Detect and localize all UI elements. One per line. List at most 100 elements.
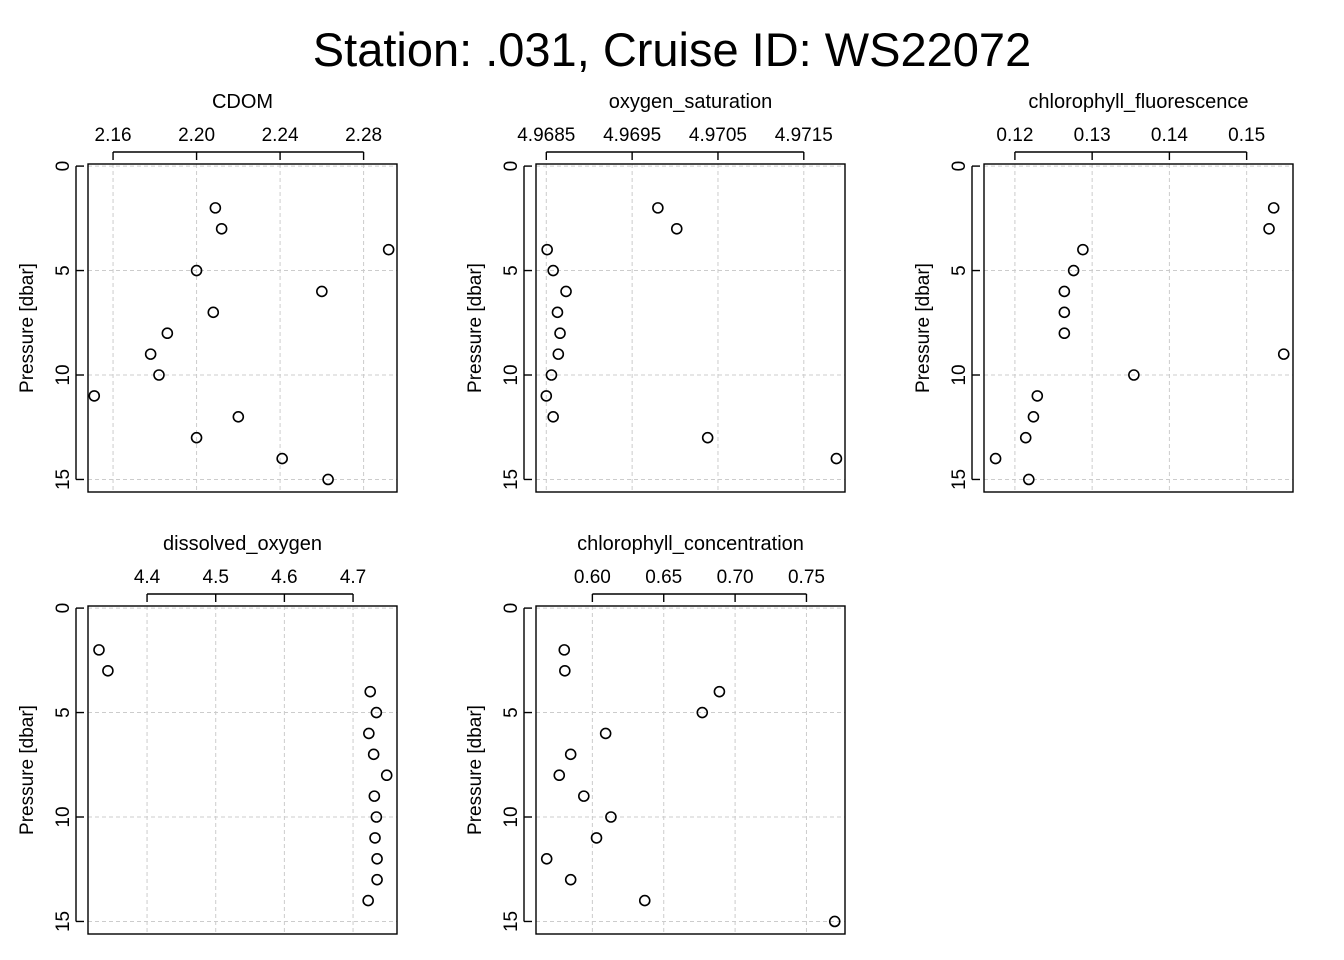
data-point xyxy=(1128,369,1140,381)
data-point xyxy=(670,222,683,235)
y-tick-label: 15 xyxy=(53,911,74,932)
x-tick-label: 4.7 xyxy=(340,567,366,588)
plot-frame xyxy=(87,605,398,935)
y-axis-label: Pressure [dbar] xyxy=(17,263,38,393)
panel-title: chlorophyll_fluorescence xyxy=(1028,91,1248,113)
y-tick-label: 0 xyxy=(501,603,522,614)
plot-frame xyxy=(535,605,846,935)
data-point xyxy=(93,644,105,656)
data-point xyxy=(276,452,288,465)
data-point xyxy=(370,706,383,719)
data-point xyxy=(578,790,590,802)
x-tick-label: 0.75 xyxy=(788,567,825,588)
y-tick-label: 10 xyxy=(501,364,522,385)
y-tick-label: 0 xyxy=(53,161,74,172)
plot-frame xyxy=(983,163,1294,493)
y-tick-label: 15 xyxy=(949,469,970,490)
data-point xyxy=(102,664,114,677)
data-point xyxy=(558,644,571,656)
y-tick-label: 15 xyxy=(53,469,74,490)
data-point xyxy=(1067,264,1080,277)
x-tick-label: 4.9695 xyxy=(603,125,661,146)
data-point xyxy=(1023,473,1035,486)
data-point xyxy=(367,748,380,761)
data-point xyxy=(540,390,553,402)
data-point xyxy=(371,873,383,886)
data-point xyxy=(370,811,383,823)
data-point xyxy=(652,202,664,214)
data-point xyxy=(316,285,328,298)
y-tick-label: 0 xyxy=(53,603,74,614)
data-point xyxy=(1031,390,1044,402)
data-point xyxy=(190,264,203,277)
data-point xyxy=(232,410,245,423)
data-point xyxy=(605,811,617,823)
data-point xyxy=(215,222,228,235)
x-tick-label: 4.9685 xyxy=(517,125,575,146)
panel-1: 2.16 2.20 2.24 2.28 0 5 10 15 CDOM Pressure [dbar… xyxy=(17,91,398,493)
data-point xyxy=(541,243,553,256)
data-point xyxy=(701,431,714,444)
data-point xyxy=(209,202,222,214)
x-tick-label: 2.20 xyxy=(178,125,215,146)
data-point xyxy=(363,727,375,740)
y-tick-label: 10 xyxy=(501,806,522,827)
y-tick-label: 15 xyxy=(501,469,522,490)
data-point xyxy=(1277,348,1290,360)
data-point xyxy=(1058,306,1071,319)
y-tick-label: 10 xyxy=(53,364,74,385)
panel-4: 4.4 4.5 4.6 4.7 0 5 10 15 dissolved_oxygen Pressu… xyxy=(17,533,398,935)
data-point xyxy=(369,832,381,844)
data-point xyxy=(1058,285,1071,298)
data-point xyxy=(380,769,393,782)
data-point xyxy=(638,894,651,907)
data-point xyxy=(371,852,383,865)
data-point xyxy=(551,306,564,319)
data-point xyxy=(1263,222,1275,235)
panel-title: chlorophyll_concentration xyxy=(577,533,804,555)
x-tick-label: 0.60 xyxy=(574,567,611,588)
y-tick-label: 5 xyxy=(949,265,970,276)
data-point xyxy=(364,685,377,698)
data-point xyxy=(828,915,841,928)
data-point xyxy=(599,727,612,740)
y-tick-label: 0 xyxy=(501,161,522,172)
data-point xyxy=(547,264,559,277)
data-point xyxy=(161,327,174,340)
panel-2: 4.9685 4.9695 4.9705 4.9715 0 5 10 15 oxygen_sat… xyxy=(465,91,846,493)
data-point xyxy=(190,431,203,444)
plot-frame xyxy=(87,163,398,493)
x-tick-label: 0.70 xyxy=(717,567,754,588)
data-point xyxy=(590,832,603,844)
y-tick-label: 5 xyxy=(53,265,74,276)
panel-5: 0.60 0.65 0.70 0.75 0 5 10 15 chlorophyll_concen… xyxy=(465,533,846,935)
x-tick-label: 2.16 xyxy=(95,125,132,146)
data-point xyxy=(207,306,220,319)
data-point xyxy=(547,410,559,423)
data-point xyxy=(1077,243,1089,256)
data-point xyxy=(362,894,374,907)
data-point xyxy=(382,243,395,256)
data-point xyxy=(830,452,843,465)
data-point xyxy=(1267,202,1280,214)
x-tick-label: 4.4 xyxy=(134,567,161,588)
x-tick-label: 4.9705 xyxy=(689,125,747,146)
panel-title: oxygen_saturation xyxy=(609,91,772,113)
x-tick-label: 0.13 xyxy=(1074,125,1111,146)
data-point xyxy=(553,769,566,782)
data-point xyxy=(564,748,577,761)
data-point xyxy=(564,873,577,886)
plot-frame xyxy=(535,163,846,493)
y-tick-label: 0 xyxy=(949,161,970,172)
y-tick-label: 10 xyxy=(53,806,74,827)
panel-title: CDOM xyxy=(212,91,273,113)
panel-3: 0.12 0.13 0.14 0.15 0 5 10 15 chlorophyll_fluore… xyxy=(913,91,1294,493)
y-tick-label: 5 xyxy=(501,707,522,718)
data-point xyxy=(540,852,553,865)
y-tick-label: 5 xyxy=(53,707,74,718)
data-point xyxy=(713,685,726,698)
y-axis-label: Pressure [dbar] xyxy=(465,705,486,835)
data-point xyxy=(88,390,101,402)
data-point xyxy=(1058,327,1071,340)
